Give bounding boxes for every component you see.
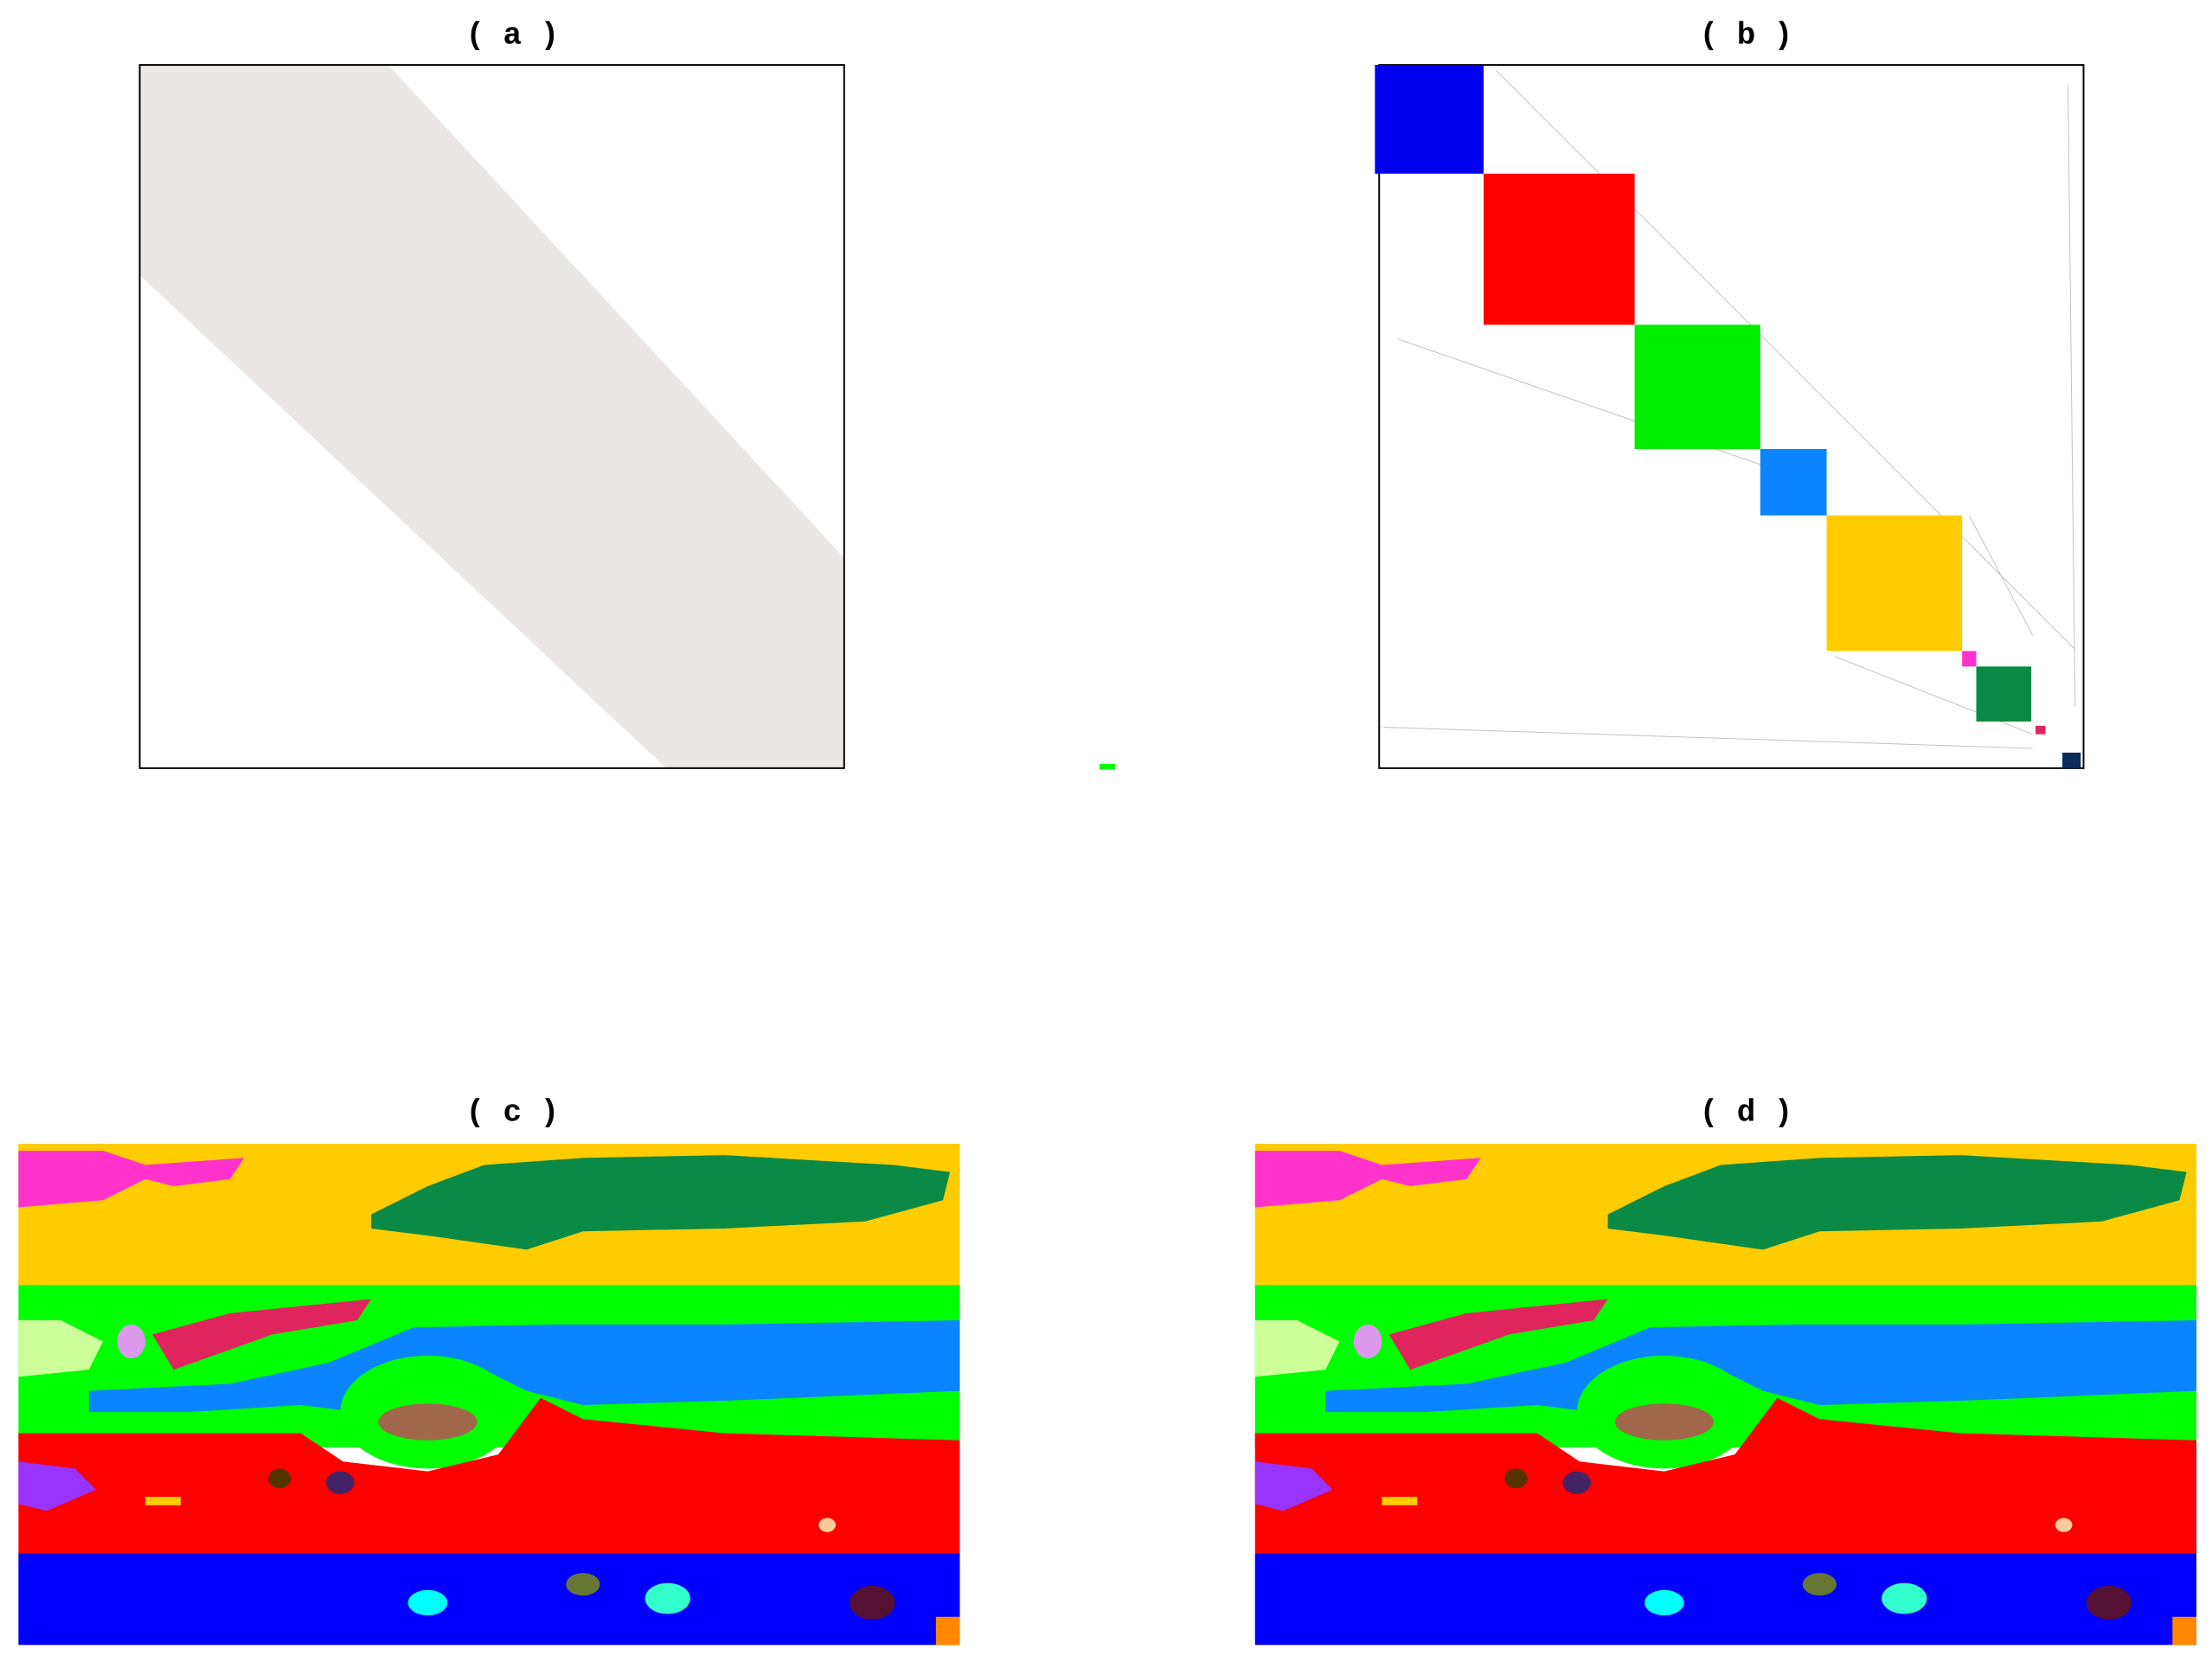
matrix-b bbox=[1375, 64, 2085, 769]
panel-label: ( a ) bbox=[465, 17, 559, 53]
segmentation-d bbox=[1255, 1144, 2196, 1645]
segmentation-c bbox=[18, 1144, 959, 1645]
matrix-a bbox=[138, 64, 845, 769]
panel-label: ( c ) bbox=[465, 1095, 559, 1131]
marker bbox=[1100, 763, 1116, 770]
panel-label: ( d ) bbox=[1700, 1095, 1793, 1131]
panel-label: ( b ) bbox=[1700, 17, 1793, 53]
